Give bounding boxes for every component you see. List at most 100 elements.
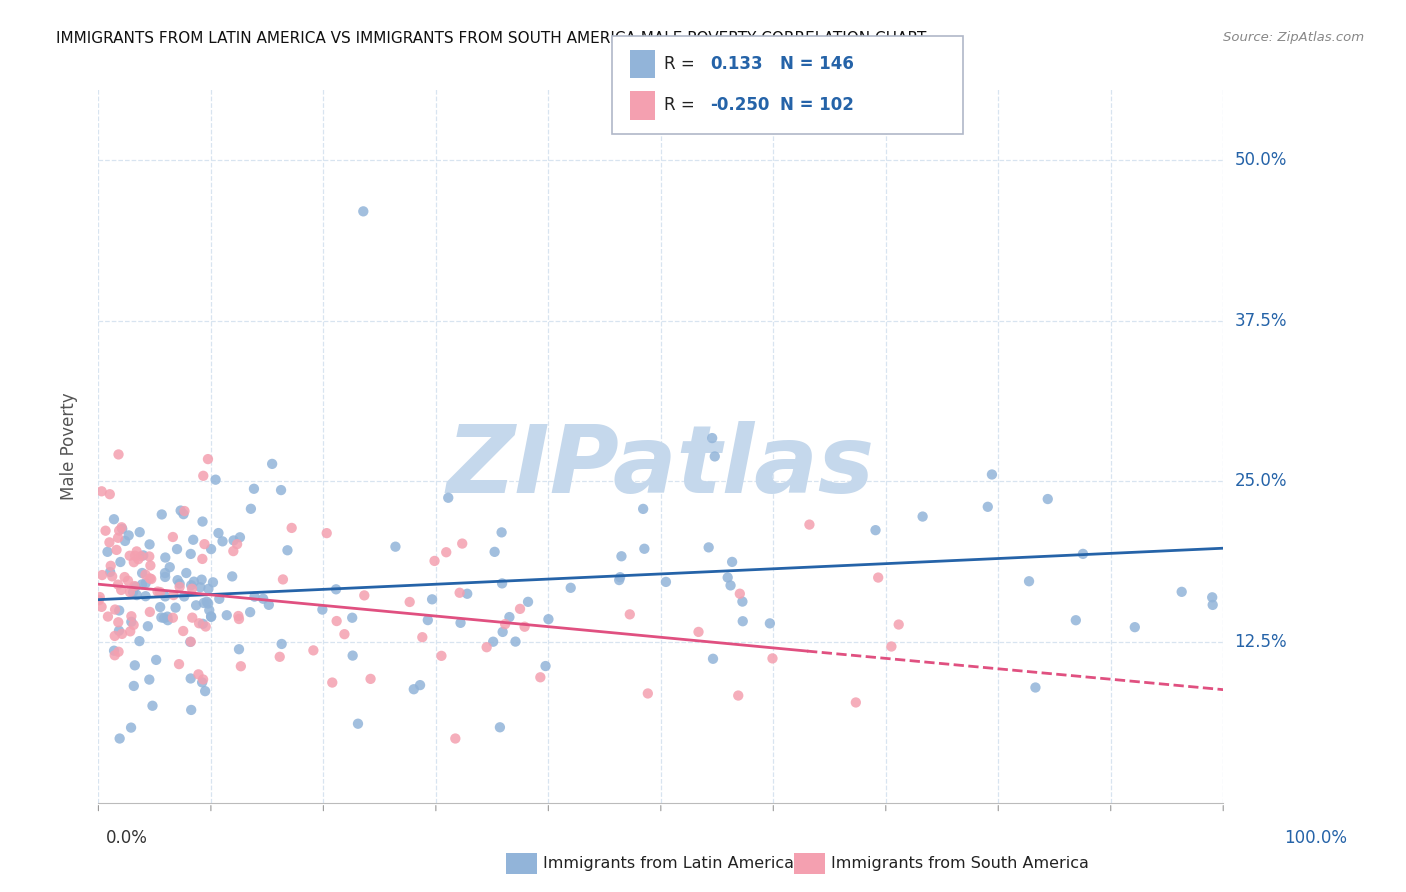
Point: [977, 500, 1000, 514]
Point: [444, 731, 467, 746]
Text: 37.5%: 37.5%: [1234, 311, 1286, 330]
Point: [191, 675, 214, 690]
Point: [110, 520, 132, 534]
Point: [159, 560, 181, 574]
Point: [761, 651, 783, 665]
Point: [190, 573, 212, 587]
Point: [193, 537, 215, 551]
Point: [139, 571, 162, 585]
Point: [222, 533, 245, 548]
Point: [103, 512, 125, 526]
Point: [180, 547, 202, 561]
Point: [124, 658, 146, 673]
Point: [257, 598, 280, 612]
Point: [180, 672, 202, 686]
Point: [98, 565, 121, 579]
Point: [188, 616, 211, 631]
Point: [731, 594, 754, 608]
Point: [728, 587, 751, 601]
Point: [269, 649, 291, 664]
Point: [276, 543, 298, 558]
Point: [437, 491, 460, 505]
Text: R =: R =: [664, 96, 700, 114]
Point: [155, 590, 177, 604]
Text: -0.250: -0.250: [710, 96, 769, 114]
Point: [759, 616, 782, 631]
Point: [124, 580, 146, 594]
Point: [110, 582, 132, 597]
Point: [619, 607, 641, 622]
Point: [222, 544, 245, 558]
Point: [402, 682, 425, 697]
Point: [129, 549, 152, 564]
Text: Immigrants from South America: Immigrants from South America: [831, 856, 1088, 871]
Text: R =: R =: [664, 55, 700, 73]
Point: [228, 642, 250, 657]
Point: [90, 599, 112, 614]
Point: [197, 452, 219, 467]
Point: [197, 597, 219, 611]
Point: [456, 587, 478, 601]
Point: [221, 569, 243, 583]
Point: [125, 544, 148, 558]
Point: [243, 590, 266, 604]
Point: [172, 624, 194, 638]
Point: [153, 570, 176, 584]
Point: [118, 585, 141, 599]
Point: [132, 549, 155, 563]
Point: [173, 507, 195, 521]
Point: [111, 627, 134, 641]
Point: [145, 653, 167, 667]
Point: [398, 595, 420, 609]
Text: 50.0%: 50.0%: [1234, 151, 1286, 169]
Point: [226, 537, 249, 551]
Point: [107, 615, 129, 630]
Point: [120, 615, 142, 629]
Point: [191, 616, 214, 631]
Point: [181, 533, 204, 547]
Point: [190, 580, 212, 594]
Text: 25.0%: 25.0%: [1234, 473, 1286, 491]
Point: [270, 483, 292, 497]
Point: [89, 590, 111, 604]
Point: [262, 457, 284, 471]
Point: [181, 582, 204, 596]
Point: [197, 582, 219, 596]
Point: [198, 603, 221, 617]
Point: [489, 720, 512, 734]
Point: [697, 541, 720, 555]
Point: [560, 581, 582, 595]
Point: [509, 602, 531, 616]
Point: [494, 617, 516, 632]
Point: [321, 675, 343, 690]
Point: [311, 602, 333, 616]
Point: [229, 659, 252, 673]
Point: [513, 620, 536, 634]
Point: [120, 721, 142, 735]
Text: Immigrants from Latin America: Immigrants from Latin America: [543, 856, 794, 871]
Point: [187, 667, 209, 681]
Point: [270, 637, 292, 651]
Point: [200, 542, 222, 557]
Point: [416, 613, 439, 627]
Point: [166, 542, 188, 557]
Point: [138, 537, 160, 551]
Point: [150, 610, 173, 624]
Point: [475, 640, 498, 655]
Point: [135, 576, 157, 591]
Point: [167, 657, 190, 672]
Point: [149, 585, 172, 599]
Point: [153, 611, 176, 625]
Point: [451, 536, 474, 550]
Point: [124, 549, 146, 563]
Point: [534, 659, 557, 673]
Point: [1071, 547, 1094, 561]
Point: [180, 634, 202, 648]
Point: [702, 652, 724, 666]
Point: [1064, 613, 1087, 627]
Text: Source: ZipAtlas.com: Source: ZipAtlas.com: [1223, 31, 1364, 45]
Point: [720, 578, 742, 592]
Point: [91, 568, 114, 582]
Point: [107, 531, 129, 545]
Point: [108, 603, 131, 617]
